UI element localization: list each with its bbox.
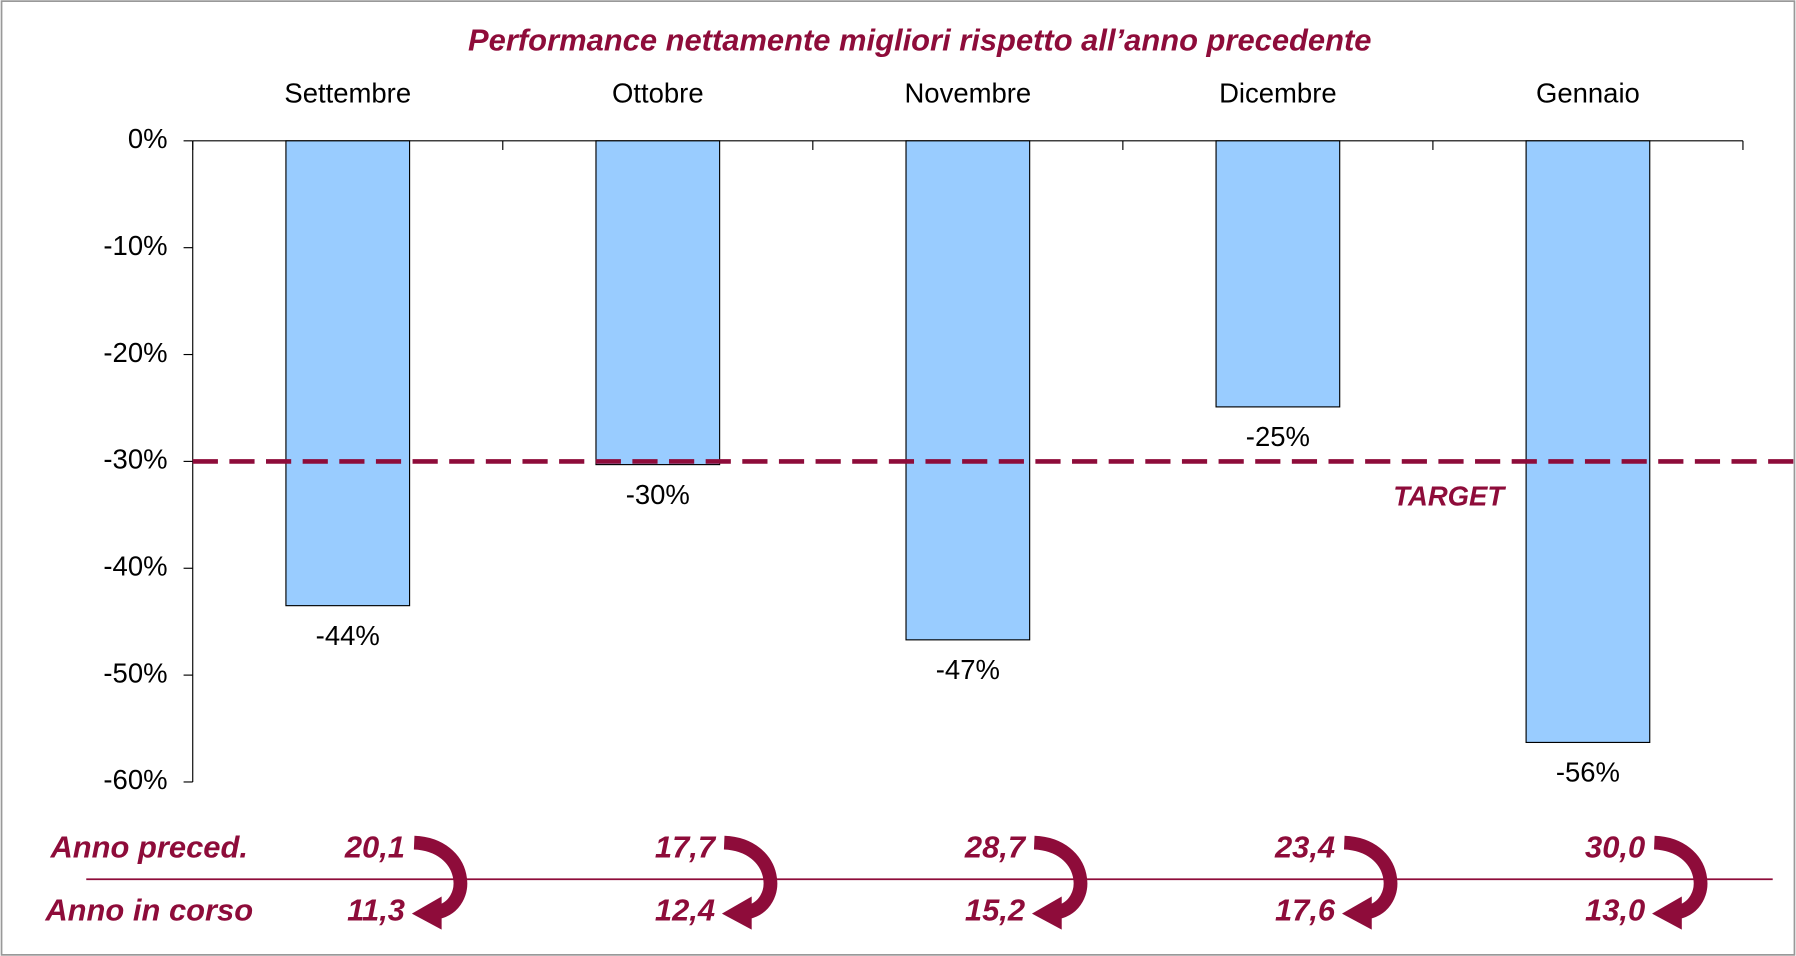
arrow (1343, 835, 1398, 920)
y-tick-label: -20% (103, 337, 167, 368)
table-cell: 23,4 (1274, 830, 1335, 865)
arrow (1653, 835, 1708, 920)
arrow (413, 835, 468, 920)
chart-title: Performance nettamente migliori rispetto… (468, 23, 1371, 58)
y-tick-label: -60% (103, 764, 167, 795)
bar (1525, 140, 1651, 744)
bar (1215, 140, 1341, 408)
y-tick-label: 0% (128, 123, 168, 154)
value-label: -25% (1246, 421, 1310, 452)
table-cell: 28,7 (964, 830, 1027, 865)
y-tick-label: -10% (103, 230, 167, 261)
value-label: -44% (316, 620, 380, 651)
value-label: -30% (626, 479, 690, 510)
x-tick-label: Novembre (904, 77, 1031, 108)
bar (285, 140, 411, 607)
y-tick-label: -40% (103, 551, 167, 582)
x-tick-label: Dicembre (1219, 77, 1337, 108)
arrow-head (411, 896, 442, 930)
bar (595, 140, 721, 466)
table-cell: 17,7 (655, 830, 717, 865)
bar (905, 140, 1031, 641)
table-cell: 20,1 (344, 830, 405, 865)
arrow-head (1341, 896, 1372, 930)
table-cell: 30,0 (1585, 830, 1645, 865)
table-cell: 12,4 (655, 893, 715, 928)
row-label: Anno in corso (44, 893, 253, 928)
x-tick-label: Gennaio (1536, 77, 1640, 108)
arrow-head (1652, 896, 1682, 930)
table-cell: 15,2 (965, 893, 1025, 928)
target-label: TARGET (1393, 480, 1506, 511)
table-cell: 17,6 (1275, 893, 1336, 928)
table-cell: 13,0 (1585, 893, 1645, 928)
x-tick-label: Ottobre (612, 77, 704, 108)
arrow-head (1031, 896, 1062, 930)
arrow-head (721, 896, 752, 930)
y-tick-label: -50% (103, 657, 167, 688)
value-label: -56% (1556, 757, 1620, 788)
value-label: -47% (936, 654, 1000, 685)
table-cell: 11,3 (347, 893, 405, 928)
row-label: Anno preced. (49, 830, 247, 865)
arrow (723, 835, 778, 920)
y-tick-label: -30% (103, 444, 167, 475)
x-tick-label: Settembre (284, 77, 411, 108)
arrow (1033, 835, 1088, 920)
